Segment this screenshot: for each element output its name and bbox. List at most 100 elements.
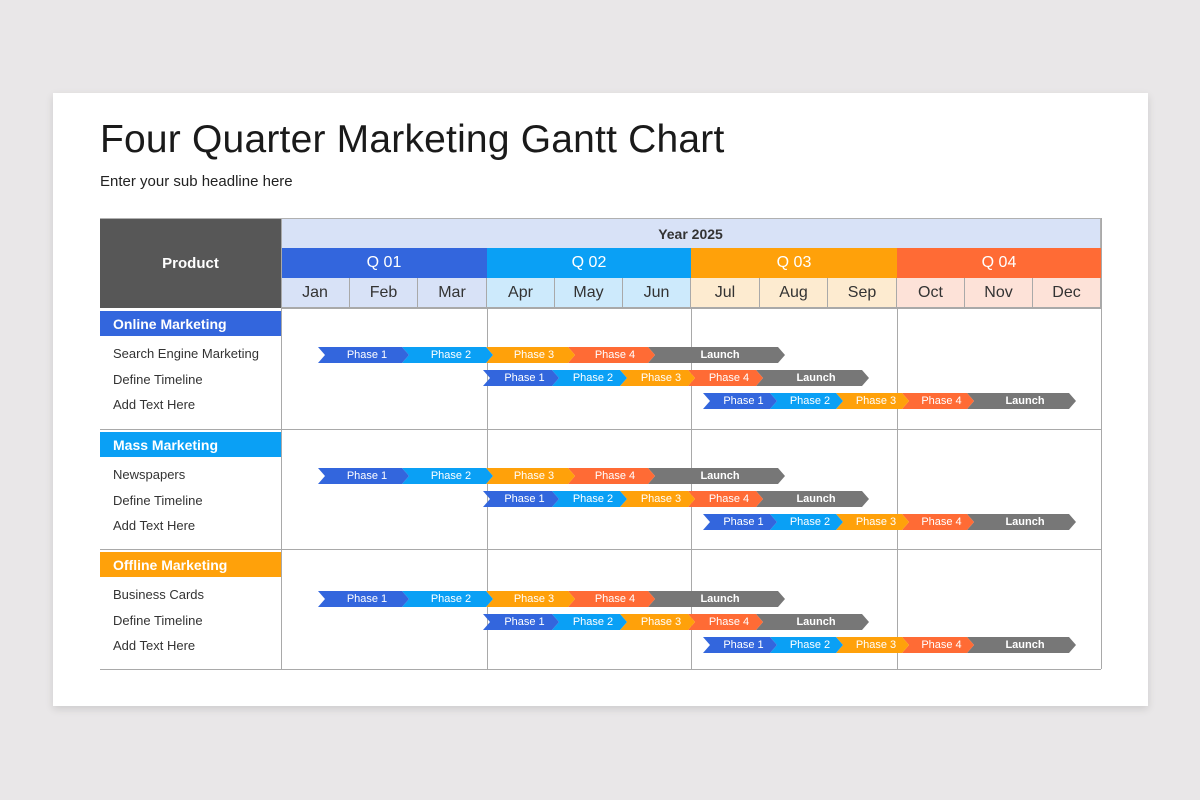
month-header-jun: Jun — [623, 278, 691, 308]
task-label: Search Engine Marketing — [113, 346, 259, 361]
phase-segment-phase-1[interactable]: Phase 1 — [703, 637, 777, 653]
phase-label: Phase 1 — [723, 516, 764, 528]
phase-label: Phase 4 — [708, 372, 750, 384]
phase-segment-phase-4[interactable]: Phase 4 — [902, 393, 974, 409]
phase-segment-phase-1[interactable]: Phase 1 — [703, 393, 777, 409]
month-header-nov: Nov — [965, 278, 1033, 308]
gantt-bar: Phase 1 Phase 2 Phase 3 Phase 4 Launch — [0, 591, 1200, 607]
slide-title: Four Quarter Marketing Gantt Chart — [100, 118, 725, 161]
phase-label: Phase 2 — [430, 470, 472, 482]
phase-label: Phase 2 — [572, 493, 614, 505]
task-label: Business Cards — [113, 587, 205, 602]
gantt-bar: Phase 1 Phase 2 Phase 3 Phase 4 Launch — [0, 347, 1200, 363]
phase-segment-launch[interactable]: Launch — [967, 514, 1076, 530]
phase-segment-launch[interactable]: Launch — [967, 393, 1076, 409]
phase-label: Phase 3 — [855, 639, 897, 651]
phase-segment-phase-2[interactable]: Phase 2 — [402, 591, 493, 607]
phase-segment-launch[interactable]: Launch — [756, 370, 869, 386]
month-header-feb: Feb — [350, 278, 418, 308]
phase-segment-phase-3[interactable]: Phase 3 — [836, 514, 909, 530]
phase-segment-phase-3[interactable]: Phase 3 — [620, 614, 695, 630]
slide-subtitle: Enter your sub headline here — [100, 173, 293, 190]
phase-segment-phase-1[interactable]: Phase 1 — [318, 591, 409, 607]
phase-segment-phase-4[interactable]: Phase 4 — [568, 468, 655, 484]
header-top-border — [100, 218, 1101, 219]
phase-segment-phase-2[interactable]: Phase 2 — [770, 637, 843, 653]
phase-label: Launch — [700, 470, 740, 482]
group-divider — [100, 549, 1101, 550]
phase-label: Phase 4 — [708, 616, 750, 628]
phase-label: Phase 1 — [504, 493, 545, 505]
phase-label: Phase 1 — [346, 593, 388, 605]
quarter-divider — [897, 308, 898, 669]
phase-segment-phase-3[interactable]: Phase 3 — [836, 637, 909, 653]
phase-label: Phase 2 — [572, 372, 614, 384]
phase-segment-phase-2[interactable]: Phase 2 — [770, 393, 843, 409]
phase-segment-launch[interactable]: Launch — [967, 637, 1076, 653]
phase-label: Phase 1 — [504, 616, 545, 628]
phase-label: Phase 2 — [572, 616, 614, 628]
phase-segment-phase-4[interactable]: Phase 4 — [568, 347, 655, 363]
phase-label: Phase 1 — [346, 470, 388, 482]
phase-segment-phase-2[interactable]: Phase 2 — [552, 614, 627, 630]
group-divider — [100, 429, 1101, 430]
phase-segment-phase-3[interactable]: Phase 3 — [486, 468, 575, 484]
group-header-offline-marketing: Offline Marketing — [100, 552, 281, 577]
gantt-bar: Phase 1 Phase 2 Phase 3 Phase 4 Launch — [0, 491, 1200, 507]
product-column-header: Product — [100, 218, 281, 308]
month-header-jan: Jan — [281, 278, 350, 308]
phase-segment-phase-1[interactable]: Phase 1 — [483, 614, 559, 630]
phase-label: Phase 2 — [430, 593, 472, 605]
phase-segment-phase-4[interactable]: Phase 4 — [688, 370, 763, 386]
month-header-dec: Dec — [1033, 278, 1101, 308]
phase-segment-phase-4[interactable]: Phase 4 — [902, 514, 974, 530]
month-header-aug: Aug — [760, 278, 828, 308]
gantt-bar: Phase 1 Phase 2 Phase 3 Phase 4 Launch — [0, 637, 1200, 653]
phase-segment-phase-4[interactable]: Phase 4 — [902, 637, 974, 653]
phase-label: Phase 3 — [513, 349, 555, 361]
phase-label: Phase 1 — [723, 395, 764, 407]
phase-segment-phase-1[interactable]: Phase 1 — [318, 468, 409, 484]
phase-segment-launch[interactable]: Launch — [648, 468, 785, 484]
phase-segment-phase-3[interactable]: Phase 3 — [620, 370, 695, 386]
phase-segment-launch[interactable]: Launch — [756, 491, 869, 507]
phase-label: Phase 3 — [640, 493, 682, 505]
phase-segment-phase-3[interactable]: Phase 3 — [620, 491, 695, 507]
phase-label: Phase 1 — [723, 639, 764, 651]
phase-label: Phase 3 — [640, 616, 682, 628]
phase-segment-phase-1[interactable]: Phase 1 — [483, 491, 559, 507]
phase-segment-phase-4[interactable]: Phase 4 — [688, 614, 763, 630]
group-header-online-marketing: Online Marketing — [100, 311, 281, 336]
quarter-header-1: Q 01 — [281, 248, 487, 278]
phase-label: Phase 4 — [921, 516, 962, 528]
phase-segment-launch[interactable]: Launch — [648, 347, 785, 363]
phase-segment-launch[interactable]: Launch — [648, 591, 785, 607]
phase-segment-phase-2[interactable]: Phase 2 — [770, 514, 843, 530]
phase-segment-phase-1[interactable]: Phase 1 — [703, 514, 777, 530]
phase-segment-phase-4[interactable]: Phase 4 — [568, 591, 655, 607]
phase-segment-phase-3[interactable]: Phase 3 — [486, 347, 575, 363]
phase-label: Launch — [796, 493, 836, 505]
phase-label: Phase 1 — [346, 349, 388, 361]
phase-label: Phase 3 — [513, 593, 555, 605]
phase-segment-phase-1[interactable]: Phase 1 — [483, 370, 559, 386]
phase-segment-phase-3[interactable]: Phase 3 — [836, 393, 909, 409]
phase-segment-phase-2[interactable]: Phase 2 — [402, 468, 493, 484]
phase-label: Phase 3 — [855, 516, 897, 528]
quarter-header-4: Q 04 — [897, 248, 1101, 278]
phase-segment-launch[interactable]: Launch — [756, 614, 869, 630]
task-label: Add Text Here — [113, 518, 196, 533]
phase-label: Launch — [700, 349, 740, 361]
gantt-bar: Phase 1 Phase 2 Phase 3 Phase 4 Launch — [0, 468, 1200, 484]
task-label: Define Timeline — [113, 372, 203, 387]
phase-segment-phase-3[interactable]: Phase 3 — [486, 591, 575, 607]
phase-segment-phase-4[interactable]: Phase 4 — [688, 491, 763, 507]
phase-segment-phase-2[interactable]: Phase 2 — [552, 370, 627, 386]
gantt-bar: Phase 1 Phase 2 Phase 3 Phase 4 Launch — [0, 614, 1200, 630]
phase-segment-phase-2[interactable]: Phase 2 — [402, 347, 493, 363]
year-header: Year 2025 — [281, 218, 1101, 248]
phase-label: Phase 2 — [430, 349, 472, 361]
phase-segment-phase-2[interactable]: Phase 2 — [552, 491, 627, 507]
phase-segment-phase-1[interactable]: Phase 1 — [318, 347, 409, 363]
month-header-oct: Oct — [897, 278, 965, 308]
